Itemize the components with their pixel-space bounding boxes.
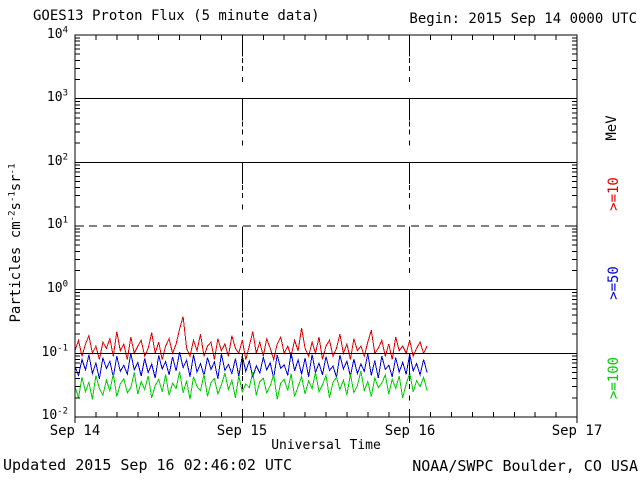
x-tick-label-sep15: Sep 15	[216, 423, 268, 439]
legend-entry-ge50: >=50	[606, 266, 622, 300]
y-axis-label: Particles cm-2s-1sr-1	[7, 163, 24, 323]
updated-timestamp: Updated 2015 Sep 16 02:46:02 UTC	[3, 456, 292, 474]
y-tick-label-1e3: 103	[46, 88, 68, 105]
chart-title: GOES13 Proton Flux (5 minute data)	[33, 8, 320, 24]
series-line-ge10	[74, 316, 428, 362]
x-axis-label: Universal Time	[271, 438, 381, 453]
x-tick-label-sep14: Sep 14	[49, 423, 101, 439]
y-tick-label-1e4: 104	[46, 25, 68, 42]
source-attribution: NOAA/SWPC Boulder, CO USA	[412, 457, 638, 475]
legend-entry-ge100: >=100	[606, 356, 622, 400]
begin-timestamp: Begin: 2015 Sep 14 0000 UTC	[409, 11, 637, 27]
x-tick-label-sep16: Sep 16	[384, 423, 436, 439]
y-tick-label-1e0: 100	[46, 279, 68, 296]
series-line-ge100	[74, 370, 428, 400]
y-tick-label-1e2: 102	[46, 152, 68, 169]
y-tick-label-1e-1: 10-1	[41, 343, 69, 360]
legend-unit-label: MeV	[604, 115, 620, 141]
y-tick-label-1e-2: 10-2	[41, 406, 69, 423]
series-line-ge50	[74, 351, 428, 379]
legend-entry-ge10: >=10	[606, 177, 622, 211]
x-tick-label-sep17: Sep 17	[551, 423, 603, 439]
y-tick-label-1e1: 101	[46, 215, 68, 232]
plot-frame	[74, 34, 578, 418]
